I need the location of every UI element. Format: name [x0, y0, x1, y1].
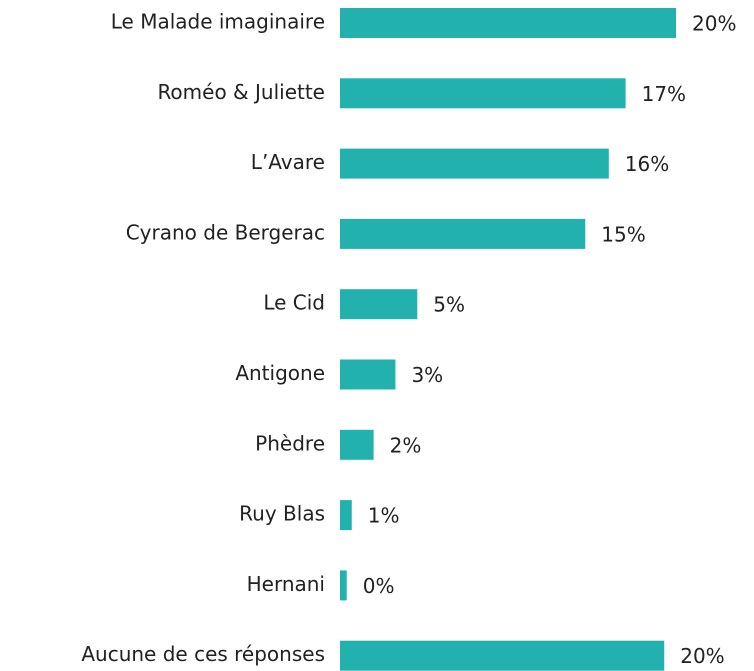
bar [340, 570, 347, 601]
category-label: Ruy Blas [239, 502, 325, 526]
value-label: 3% [411, 363, 443, 387]
bar [340, 640, 665, 671]
value-label: 20% [680, 644, 724, 668]
value-label: 2% [390, 433, 422, 457]
value-label: 15% [601, 222, 645, 246]
bar [340, 148, 609, 179]
value-label: 1% [368, 504, 400, 528]
category-label: Cyrano de Bergerac [126, 220, 325, 244]
bar [340, 78, 626, 109]
category-label: Hernani [247, 572, 325, 596]
value-label: 5% [433, 293, 465, 317]
value-label: 17% [642, 82, 686, 106]
bar [340, 429, 374, 460]
bar [340, 218, 586, 249]
bar [340, 289, 418, 320]
value-label: 0% [363, 574, 395, 598]
category-label: Phèdre [255, 431, 325, 455]
category-label: L’Avare [251, 150, 325, 174]
value-label: 16% [625, 152, 669, 176]
category-label: Le Cid [263, 291, 325, 315]
value-label: 20% [692, 12, 736, 36]
bar [340, 8, 676, 38]
category-label: Aucune de ces réponses [81, 642, 325, 666]
category-label: Le Malade imaginaire [111, 10, 325, 34]
category-label: Antigone [235, 361, 325, 385]
category-label: Roméo & Juliette [157, 80, 325, 104]
bar [340, 500, 352, 531]
bar [340, 359, 396, 390]
